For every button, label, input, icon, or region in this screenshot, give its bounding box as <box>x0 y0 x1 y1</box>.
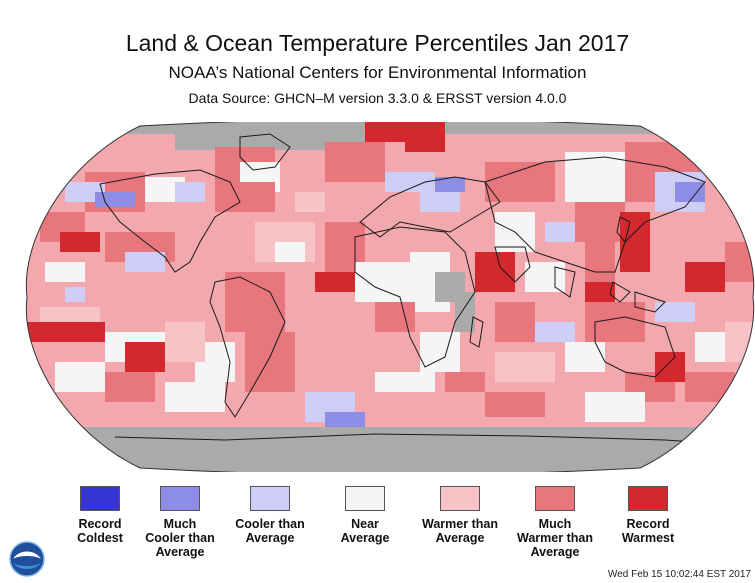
grid-cell <box>175 182 205 202</box>
legend-label-line: Average <box>435 531 485 545</box>
globe-outline <box>25 118 755 476</box>
grid-cell <box>585 302 645 342</box>
grid-cell <box>95 192 135 207</box>
legend-swatch-record-coldest <box>80 486 120 511</box>
grid-cell <box>585 282 615 302</box>
logo-text: noaa <box>19 557 35 564</box>
grid-cell <box>215 182 275 212</box>
grid-cell <box>435 177 465 192</box>
legend-label-line: Average <box>340 531 390 545</box>
legend-label-line: Record <box>78 517 122 531</box>
noaa-logo-icon: noaa <box>9 541 45 577</box>
grid-cell <box>45 262 85 282</box>
grid-cell <box>60 232 100 252</box>
grid-cell <box>295 192 325 212</box>
grid-cells <box>26 122 754 472</box>
grid-cell <box>495 302 535 342</box>
grid-cell <box>655 302 695 322</box>
legend-label-line: Much <box>163 517 197 531</box>
legend-swatch-warmer <box>440 486 480 511</box>
grid-cell <box>375 302 415 332</box>
legend-label-cooler: Cooler than Average <box>215 517 325 545</box>
legend-swatch-near <box>345 486 385 511</box>
grid-cell <box>585 242 615 282</box>
grid-cell <box>355 262 415 302</box>
legend-label-much-cooler: Much Cooler than Average <box>125 517 235 559</box>
legend-label-warmer: Warmer than Average <box>405 517 515 545</box>
grid-cell <box>405 122 445 152</box>
grid-cell <box>485 162 555 202</box>
grid-cell <box>725 242 754 282</box>
coastlines <box>99 133 726 445</box>
world-map <box>25 118 755 476</box>
legend-label-line: Record <box>626 517 670 531</box>
grid-cell <box>685 262 725 292</box>
legend-swatch-much-warmer <box>535 486 575 511</box>
legend-label-near: Near Average <box>310 517 420 545</box>
map-title: Land & Ocean Temperature Percentiles Jan… <box>125 30 630 56</box>
grid-cell <box>495 352 555 382</box>
grid-cell <box>325 412 365 427</box>
legend-label-line: Warmer than <box>517 531 593 545</box>
grid-cell <box>420 332 460 372</box>
grid-cell <box>275 242 305 262</box>
legend-label-line: Coldest <box>77 531 123 545</box>
grid-cell <box>535 322 575 342</box>
grid-cell <box>475 252 515 292</box>
legend-label-line: Cooler than <box>235 517 305 531</box>
grid-cell <box>26 322 105 342</box>
grid-cell <box>525 262 565 292</box>
grid-cell <box>445 372 485 392</box>
grid-cell <box>125 252 165 272</box>
grid-cell <box>655 352 685 382</box>
legend-swatch-record-warmest <box>628 486 668 511</box>
legend-label-much-warmer: Much Warmer than Average <box>500 517 610 559</box>
grid-cell <box>165 322 205 362</box>
timestamp: Wed Feb 15 10:02:44 EST 2017 <box>607 569 751 580</box>
grid-cell <box>225 272 285 332</box>
grid-cell <box>485 392 545 417</box>
grid-cell <box>675 182 705 202</box>
grid-cell <box>585 392 645 422</box>
legend-label-line: Average <box>245 531 295 545</box>
legend-label-line: Cooler than <box>145 531 215 545</box>
grid-cell <box>375 372 435 392</box>
grid-cell <box>165 382 225 412</box>
grid-cell <box>105 372 155 402</box>
grid-cell <box>40 307 100 322</box>
grid-cell <box>365 122 405 142</box>
legend-swatch-cooler <box>250 486 290 511</box>
percentile-map-svg <box>25 118 755 476</box>
legend: Record Coldest Much Cooler than Average Coole… <box>0 486 755 559</box>
legend-label-line: Average <box>155 545 205 559</box>
map-subtitle: NOAA’s National Centers for Environmenta… <box>168 63 587 82</box>
data-source: Data Source: GHCN–M version 3.3.0 & ERSS… <box>188 90 567 106</box>
grid-cell <box>125 342 165 372</box>
grid-cell <box>685 372 735 402</box>
grid-cell <box>315 272 355 292</box>
grid-cell <box>565 342 605 372</box>
grid-cell <box>455 312 475 332</box>
legend-label-line: Much <box>538 517 572 531</box>
legend-label-record-coldest: Record Coldest <box>45 517 155 545</box>
grid-cell <box>565 152 625 202</box>
legend-label-line: Warmer than <box>422 517 498 531</box>
legend-label-line: Near <box>351 517 379 531</box>
grid-cell <box>545 222 575 242</box>
grid-cell <box>575 202 625 242</box>
legend-label-line: Warmest <box>621 531 675 545</box>
grid-cell <box>55 362 105 392</box>
grid-cell <box>245 332 295 392</box>
grid-cell <box>725 322 754 362</box>
legend-label-line: Average <box>530 545 580 559</box>
legend-swatch-much-cooler <box>160 486 200 511</box>
grid-cell <box>65 287 85 302</box>
grid-cell <box>325 142 385 182</box>
legend-label-record-warmest: Record Warmest <box>593 517 703 545</box>
